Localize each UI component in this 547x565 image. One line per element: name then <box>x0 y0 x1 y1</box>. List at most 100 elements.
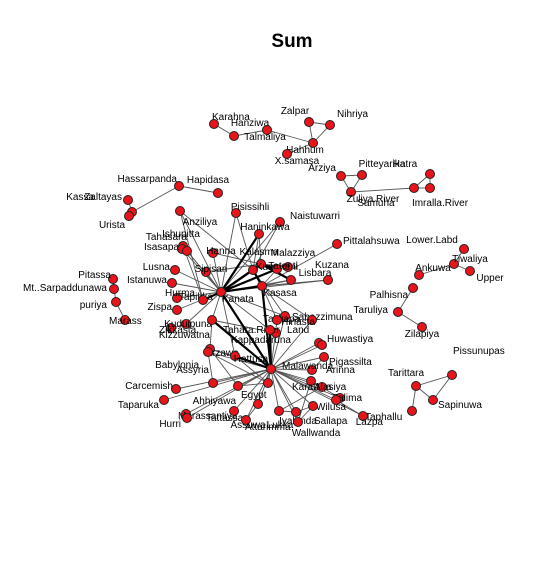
node-label: Upper <box>476 273 504 284</box>
node-Lower.Land: Lower.Labd <box>406 235 468 254</box>
node-Upper: Upper <box>466 267 505 285</box>
node-Alasiya: Alasiya <box>314 382 347 393</box>
node-marker <box>112 298 121 307</box>
node-label: Sallapa <box>314 416 348 427</box>
node-Mt.Sarpaduwana: Mt..Sarpaddunawa <box>23 283 118 294</box>
node-Sipisari: Sipisari <box>195 264 228 277</box>
node-label: Talmaliya <box>244 132 286 143</box>
node-Urista: Urista <box>99 212 134 232</box>
node-label: Egypt <box>241 390 267 401</box>
node-Kappadaruna: Kappadaruna <box>231 335 324 348</box>
node-Hurri: Hurri <box>159 414 191 431</box>
node-marker <box>305 118 314 127</box>
node-label: Tatenti <box>268 261 297 272</box>
node-Tarittara: Tarittara <box>388 368 425 391</box>
node-marker <box>209 379 218 388</box>
node-label: Zilapiya <box>405 329 440 340</box>
node-label: Pitassa <box>78 270 111 281</box>
node-label: Istanuwa <box>127 275 167 286</box>
node-label: Alasiya <box>314 382 347 393</box>
node-label: Tiwaliya <box>452 254 488 265</box>
node-label: Carcemish <box>125 381 173 392</box>
node-marker <box>337 172 346 181</box>
node-Assyria: Assyria <box>176 365 217 388</box>
node-marker <box>173 306 182 315</box>
node-label: Arziya <box>308 163 336 174</box>
node-Pisissihli: Pisissihli <box>231 202 269 218</box>
node-marker <box>410 184 419 193</box>
node-marker <box>125 212 134 221</box>
node-label: Naistuwarri <box>290 211 340 222</box>
node-marker <box>318 341 327 350</box>
node-label: Imralla.River <box>412 198 469 209</box>
node-marker <box>176 207 185 216</box>
node-marker <box>183 414 192 423</box>
node-marker <box>426 184 435 193</box>
node-label: Urista <box>99 220 126 231</box>
node-marker <box>287 276 296 285</box>
node-Sapinuwa: Sapinuwa <box>429 396 483 412</box>
node-Zilapiya: Zilapiya <box>405 323 440 341</box>
node-marker <box>275 407 284 416</box>
node-label: Haninkawa <box>240 222 290 233</box>
node-Hapidasa: Hapidasa <box>187 175 230 198</box>
node-marker <box>110 285 119 294</box>
node-marker <box>254 400 263 409</box>
node-Huwasi: Huwastiya <box>318 334 374 350</box>
node-label: Pittalahsuwa <box>343 236 400 247</box>
node-marker <box>429 396 438 405</box>
node-label: Palhisna <box>370 290 409 301</box>
node-marker <box>448 371 457 380</box>
node-Istanuwa: Istanuwa <box>127 275 177 288</box>
node-marker <box>394 308 403 317</box>
node-label: Hurri <box>159 419 181 430</box>
node-marker <box>124 196 133 205</box>
node-label: Lusna <box>143 262 171 273</box>
node-label: Zalpar <box>281 106 310 117</box>
node-label: Tarittara <box>388 368 425 379</box>
node-label: Malawanda <box>282 361 334 372</box>
node-marker <box>168 279 177 288</box>
node-Ankuwa: Ankuwa <box>415 263 452 280</box>
node-Pittalahsuwa: Pittalahsuwa <box>333 236 401 249</box>
node-Nihriya: Nihriya <box>326 109 369 130</box>
node-label: Lazpa <box>356 417 384 428</box>
node-Taparuka: Taparuka <box>118 396 169 412</box>
node-marker <box>208 316 217 325</box>
node-Carcemish: Carcemish <box>125 381 180 394</box>
node-Hanna: Hanna <box>206 246 236 258</box>
node-label: Kuzana <box>315 260 349 271</box>
node-label: Pissunupas <box>453 346 505 357</box>
node-label: Assyria <box>176 365 209 376</box>
graph-title: Sum <box>271 31 312 52</box>
node-Arziya: Arziya <box>308 163 345 181</box>
node-label: Malazziya <box>271 248 316 259</box>
node-label: Samuha <box>357 198 395 209</box>
edge-Zuliya.River-Samuha <box>351 188 414 192</box>
node-marker <box>214 189 223 198</box>
node-label: Marass <box>109 316 142 327</box>
node-label: Pisissihli <box>231 202 269 213</box>
node-Ahhiyawa: Ahhiyawa <box>193 382 243 408</box>
node-marker <box>460 245 469 254</box>
node-Anziliya: Anziliya <box>176 207 218 229</box>
node-label: Huwastiya <box>327 334 374 345</box>
node-marker <box>267 365 276 374</box>
node-label: Anziliya <box>183 217 218 228</box>
node-marker <box>324 276 333 285</box>
node-marker <box>183 247 192 256</box>
node-label: Sapinuwa <box>438 400 482 411</box>
node-marker <box>326 121 335 130</box>
node-Imrala.River: Imralla.River <box>412 184 469 210</box>
node-Zalpar: Zalpar <box>281 106 314 127</box>
node-label: Nihriya <box>337 109 369 120</box>
node-label: Taruliya <box>354 305 389 316</box>
edge-Hassarpanda-Hapidasa <box>179 186 218 193</box>
node-Hatra: Hatra <box>393 159 435 179</box>
node-label: Lower.Labd <box>406 235 458 246</box>
node-Puriya: puriya <box>80 298 121 312</box>
node-label: Wilusa <box>316 402 346 413</box>
node-label: Kizzuwatna <box>159 330 211 341</box>
